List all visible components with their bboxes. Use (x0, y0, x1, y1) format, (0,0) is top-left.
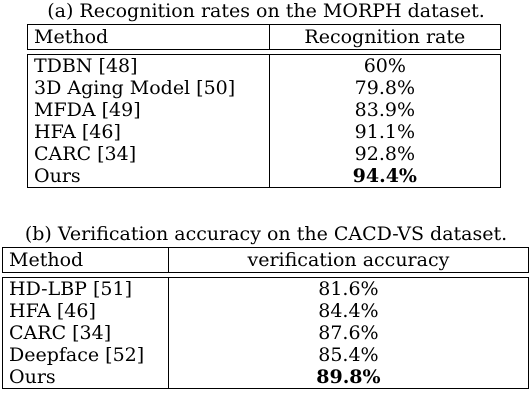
method-cell: Ours (27, 165, 270, 188)
table-b-header-method: Method (2, 247, 169, 273)
table-b-header-row: Method verification accuracy (2, 247, 530, 273)
method-cell: HFA [46] (27, 121, 270, 143)
value-cell: 83.9% (269, 99, 502, 121)
value-cell: 92.8% (269, 143, 502, 165)
method-cell: MFDA [49] (27, 99, 270, 121)
table-row: MFDA [49] 83.9% (27, 99, 502, 121)
value-cell-best: 89.8% (168, 366, 530, 389)
value-cell: 91.1% (269, 121, 502, 143)
value-cell: 87.6% (168, 322, 530, 344)
table-row: HFA [46] 84.4% (2, 300, 530, 322)
table-a: Method Recognition rate TDBN [48] 60% 3D… (27, 24, 502, 188)
table-row: Deepface [52] 85.4% (2, 344, 530, 366)
table-row: Ours 89.8% (2, 366, 530, 389)
value-cell-best: 94.4% (269, 165, 502, 188)
table-row: CARC [34] 92.8% (27, 143, 502, 165)
table-a-header-row: Method Recognition rate (27, 24, 502, 50)
table-row: Ours 94.4% (27, 165, 502, 188)
table-row: HD-LBP [51] 81.6% (2, 277, 530, 300)
table-a-header-rate: Recognition rate (268, 24, 502, 50)
value-cell: 84.4% (168, 300, 530, 322)
method-cell: HFA [46] (2, 300, 169, 322)
method-cell: CARC [34] (27, 143, 270, 165)
table-row: 3D Aging Model [50] 79.8% (27, 77, 502, 99)
table-a-header-method: Method (27, 24, 270, 50)
value-cell: 60% (269, 54, 502, 77)
method-cell: 3D Aging Model [50] (27, 77, 270, 99)
value-cell: 81.6% (168, 277, 530, 300)
method-cell: Ours (2, 366, 169, 389)
method-cell: HD-LBP [51] (2, 277, 169, 300)
table-row: CARC [34] 87.6% (2, 322, 530, 344)
table-b-header-accuracy: verification accuracy (167, 247, 530, 273)
table-b: Method verification accuracy HD-LBP [51]… (2, 247, 530, 389)
method-cell: Deepface [52] (2, 344, 169, 366)
table-row: TDBN [48] 60% (27, 54, 502, 77)
value-cell: 79.8% (269, 77, 502, 99)
table-b-caption: (b) Verification accuracy on the CACD-VS… (24, 223, 508, 245)
method-cell: TDBN [48] (27, 54, 270, 77)
table-a-caption: (a) Recognition rates on the MORPH datas… (47, 0, 485, 22)
method-cell: CARC [34] (2, 322, 169, 344)
table-row: HFA [46] 91.1% (27, 121, 502, 143)
value-cell: 85.4% (168, 344, 530, 366)
